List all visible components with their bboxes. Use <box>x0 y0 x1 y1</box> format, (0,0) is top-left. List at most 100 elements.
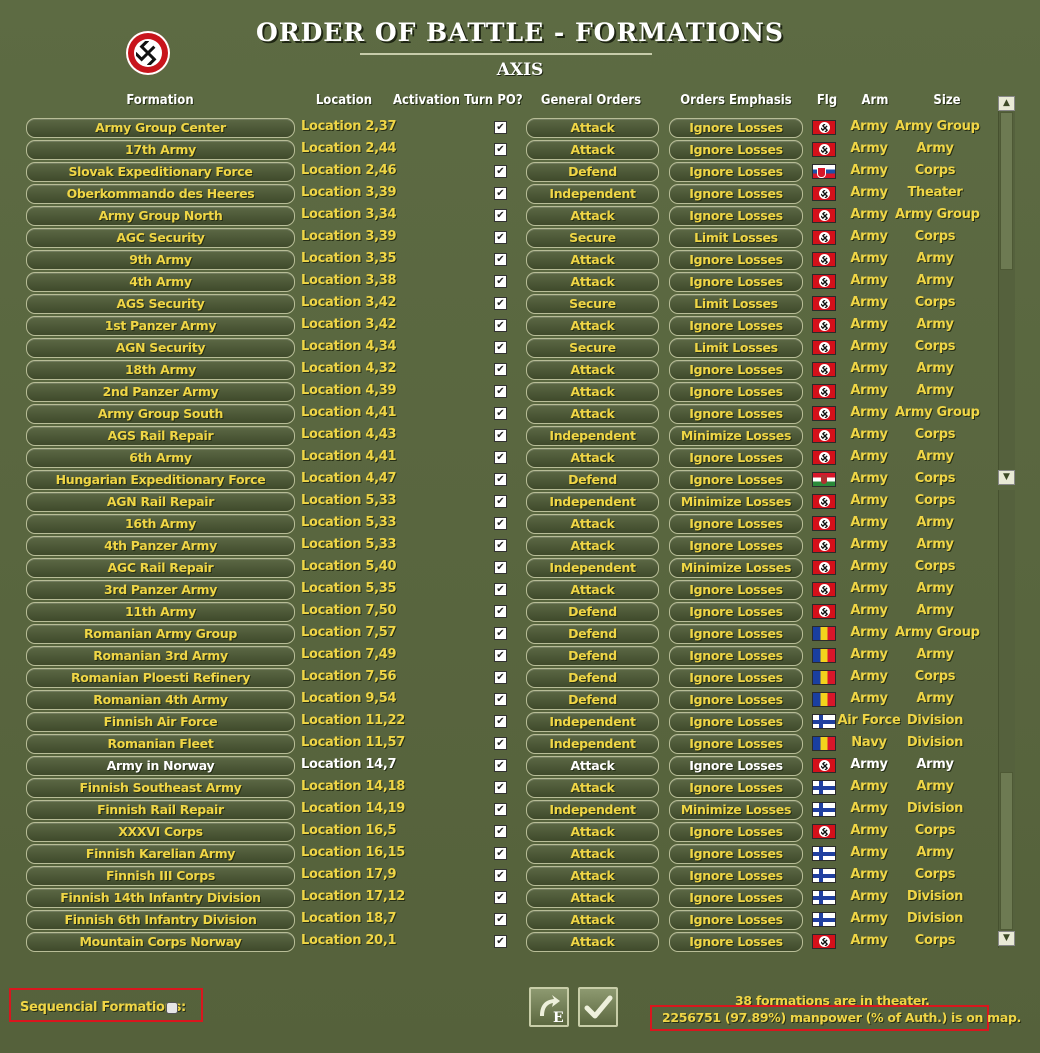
formation-row[interactable]: Finnish Karelian Army Location 16,15 ✔ Atta… <box>0 843 1000 865</box>
formation-row[interactable]: 3rd Panzer Army Location 5,35 ✔ Attack Ignor… <box>0 579 1000 601</box>
general-orders-button[interactable]: Defend <box>526 646 659 666</box>
general-orders-button[interactable]: Attack <box>526 250 659 270</box>
formation-name-button[interactable]: AGC Security <box>26 228 295 248</box>
formation-name-button[interactable]: Finnish Southeast Army <box>26 778 295 798</box>
general-orders-button[interactable]: Defend <box>526 690 659 710</box>
orders-emphasis-button[interactable]: Ignore Losses <box>669 316 803 336</box>
scrollbar-thumb-lower[interactable] <box>1000 772 1013 930</box>
orders-emphasis-button[interactable]: Ignore Losses <box>669 250 803 270</box>
orders-emphasis-button[interactable]: Ignore Losses <box>669 360 803 380</box>
general-orders-button[interactable]: Attack <box>526 316 659 336</box>
general-orders-button[interactable]: Attack <box>526 118 659 138</box>
edit-button[interactable]: E <box>529 987 569 1027</box>
orders-emphasis-button[interactable]: Ignore Losses <box>669 822 803 842</box>
formation-name-button[interactable]: Romanian Army Group <box>26 624 295 644</box>
formation-name-button[interactable]: Finnish Karelian Army <box>26 844 295 864</box>
formation-row[interactable]: Romanian Fleet Location 11,57 ✔ Independent… <box>0 733 1000 755</box>
formation-row[interactable]: 1st Panzer Army Location 3,42 ✔ Attack Ignor… <box>0 315 1000 337</box>
general-orders-button[interactable]: Independent <box>526 426 659 446</box>
formation-row[interactable]: 4th Army Location 3,38 ✔ Attack Ignore Losse… <box>0 271 1000 293</box>
po-checkbox[interactable]: ✔ <box>494 209 507 222</box>
formation-name-button[interactable]: Army in Norway <box>26 756 295 776</box>
orders-emphasis-button[interactable]: Ignore Losses <box>669 844 803 864</box>
po-checkbox[interactable]: ✔ <box>494 627 507 640</box>
formation-row[interactable]: AGC Security Location 3,39 ✔ Secure Limit Lo… <box>0 227 1000 249</box>
formation-row[interactable]: Finnish III Corps Location 17,9 ✔ Attack Ign… <box>0 865 1000 887</box>
po-checkbox[interactable]: ✔ <box>494 605 507 618</box>
formation-row[interactable]: Oberkommando des Heeres Location 3,39 ✔ Ind… <box>0 183 1000 205</box>
po-checkbox[interactable]: ✔ <box>494 561 507 574</box>
general-orders-button[interactable]: Independent <box>526 184 659 204</box>
po-checkbox[interactable]: ✔ <box>494 715 507 728</box>
general-orders-button[interactable]: Defend <box>526 668 659 688</box>
formation-row[interactable]: AGS Rail Repair Location 4,43 ✔ Independent… <box>0 425 1000 447</box>
general-orders-button[interactable]: Attack <box>526 756 659 776</box>
orders-emphasis-button[interactable]: Ignore Losses <box>669 690 803 710</box>
general-orders-button[interactable]: Independent <box>526 734 659 754</box>
po-checkbox[interactable]: ✔ <box>494 891 507 904</box>
orders-emphasis-button[interactable]: Ignore Losses <box>669 602 803 622</box>
orders-emphasis-button[interactable]: Ignore Losses <box>669 162 803 182</box>
formation-name-button[interactable]: 18th Army <box>26 360 295 380</box>
col-header-size[interactable]: Size <box>933 93 961 108</box>
formation-name-button[interactable]: 9th Army <box>26 250 295 270</box>
general-orders-button[interactable]: Attack <box>526 514 659 534</box>
formation-name-button[interactable]: 16th Army <box>26 514 295 534</box>
col-header-po[interactable]: PO? <box>497 93 523 108</box>
orders-emphasis-button[interactable]: Ignore Losses <box>669 536 803 556</box>
formation-name-button[interactable]: 2nd Panzer Army <box>26 382 295 402</box>
po-checkbox[interactable]: ✔ <box>494 341 507 354</box>
orders-emphasis-button[interactable]: Ignore Losses <box>669 118 803 138</box>
po-checkbox[interactable]: ✔ <box>494 935 507 948</box>
po-checkbox[interactable]: ✔ <box>494 473 507 486</box>
po-checkbox[interactable]: ✔ <box>494 649 507 662</box>
formation-name-button[interactable]: Romanian Ploesti Refinery <box>26 668 295 688</box>
general-orders-button[interactable]: Independent <box>526 558 659 578</box>
formation-name-button[interactable]: Finnish 6th Infantry Division <box>26 910 295 930</box>
general-orders-button[interactable]: Attack <box>526 272 659 292</box>
po-checkbox[interactable]: ✔ <box>494 407 507 420</box>
formation-name-button[interactable]: Romanian 4th Army <box>26 690 295 710</box>
orders-emphasis-button[interactable]: Ignore Losses <box>669 514 803 534</box>
orders-emphasis-button[interactable]: Ignore Losses <box>669 888 803 908</box>
po-checkbox[interactable]: ✔ <box>494 583 507 596</box>
po-checkbox[interactable]: ✔ <box>494 847 507 860</box>
formation-name-button[interactable]: XXXVI Corps <box>26 822 295 842</box>
general-orders-button[interactable]: Attack <box>526 580 659 600</box>
general-orders-button[interactable]: Defend <box>526 624 659 644</box>
po-checkbox[interactable]: ✔ <box>494 451 507 464</box>
formation-row[interactable]: 16th Army Location 5,33 ✔ Attack Ignore Loss… <box>0 513 1000 535</box>
formation-row[interactable]: AGS Security Location 3,42 ✔ Secure Limit Lo… <box>0 293 1000 315</box>
po-checkbox[interactable]: ✔ <box>494 297 507 310</box>
orders-emphasis-button[interactable]: Limit Losses <box>669 228 803 248</box>
orders-emphasis-button[interactable]: Ignore Losses <box>669 206 803 226</box>
formation-row[interactable]: 2nd Panzer Army Location 4,39 ✔ Attack Ignor… <box>0 381 1000 403</box>
po-checkbox[interactable]: ✔ <box>494 781 507 794</box>
orders-emphasis-button[interactable]: Ignore Losses <box>669 932 803 952</box>
formation-name-button[interactable]: Mountain Corps Norway <box>26 932 295 952</box>
orders-emphasis-button[interactable]: Ignore Losses <box>669 184 803 204</box>
orders-emphasis-button[interactable]: Ignore Losses <box>669 272 803 292</box>
formation-row[interactable]: Army Group North Location 3,34 ✔ Attack Igno… <box>0 205 1000 227</box>
orders-emphasis-button[interactable]: Ignore Losses <box>669 734 803 754</box>
orders-emphasis-button[interactable]: Ignore Losses <box>669 470 803 490</box>
po-checkbox[interactable]: ✔ <box>494 363 507 376</box>
orders-emphasis-button[interactable]: Limit Losses <box>669 294 803 314</box>
general-orders-button[interactable]: Attack <box>526 910 659 930</box>
orders-emphasis-button[interactable]: Minimize Losses <box>669 492 803 512</box>
formation-name-button[interactable]: Army Group North <box>26 206 295 226</box>
formation-row[interactable]: Romanian Ploesti Refinery Location 7,56 ✔ D… <box>0 667 1000 689</box>
formation-row[interactable]: Slovak Expeditionary Force Location 2,46 ✔… <box>0 161 1000 183</box>
general-orders-button[interactable]: Independent <box>526 800 659 820</box>
po-checkbox[interactable]: ✔ <box>494 803 507 816</box>
formation-row[interactable]: Army Group Center Location 2,37 ✔ Attack Ign… <box>0 117 1000 139</box>
po-checkbox[interactable]: ✔ <box>494 539 507 552</box>
col-header-orders-emphasis[interactable]: Orders Emphasis <box>680 93 792 108</box>
po-checkbox[interactable]: ✔ <box>494 275 507 288</box>
formation-row[interactable]: AGC Rail Repair Location 5,40 ✔ Independent… <box>0 557 1000 579</box>
general-orders-button[interactable]: Defend <box>526 470 659 490</box>
general-orders-button[interactable]: Defend <box>526 602 659 622</box>
formation-name-button[interactable]: Finnish III Corps <box>26 866 295 886</box>
col-header-general-orders[interactable]: General Orders <box>540 93 642 108</box>
formation-name-button[interactable]: Finnish Rail Repair <box>26 800 295 820</box>
